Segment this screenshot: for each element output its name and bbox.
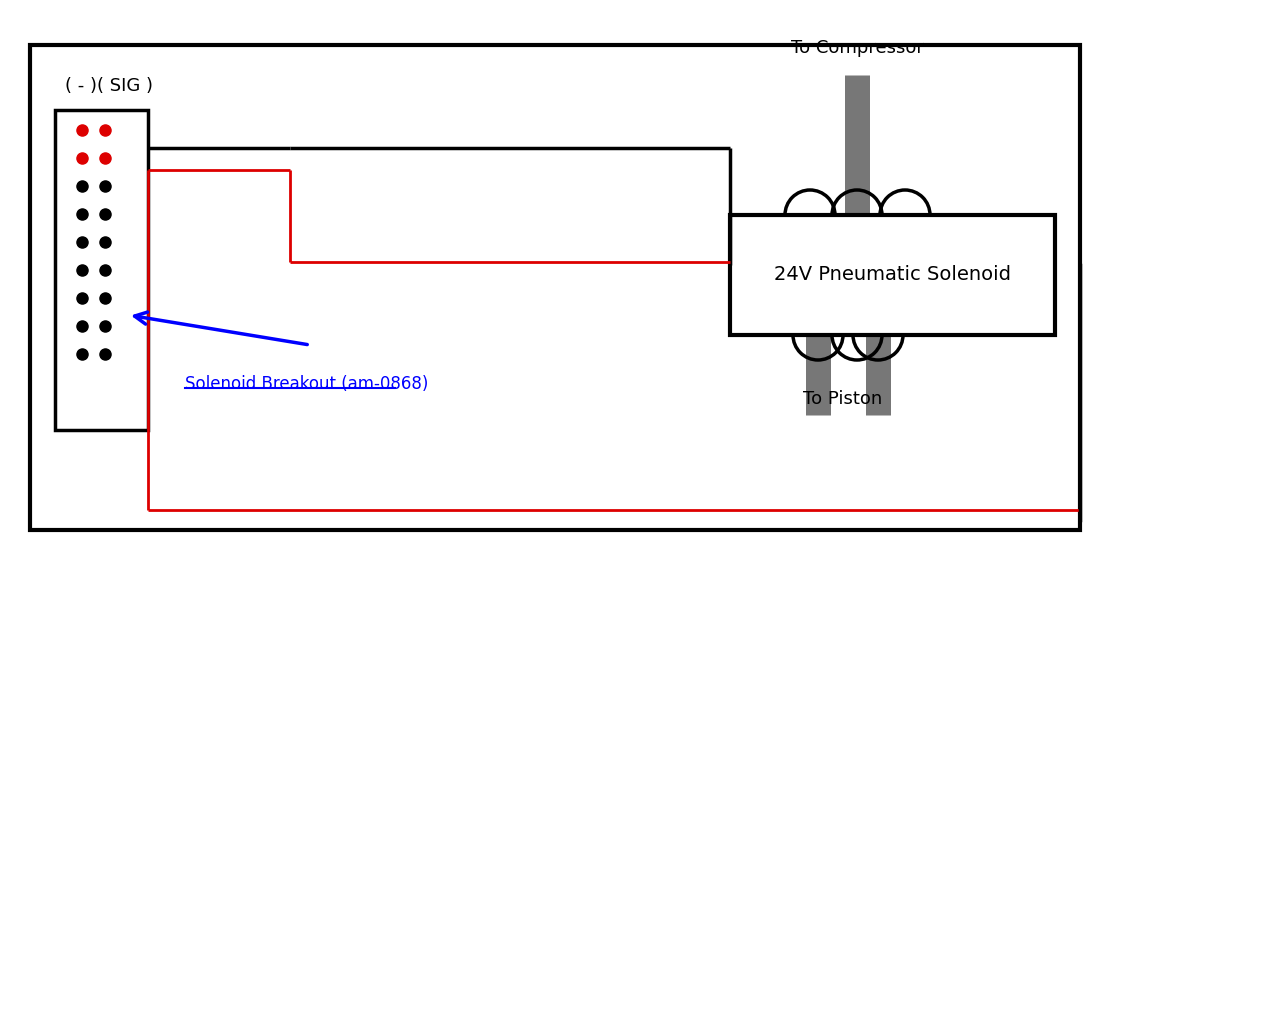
Bar xyxy=(29,45,1080,530)
Text: ( - )( SIG ): ( - )( SIG ) xyxy=(65,77,154,95)
Text: To Piston: To Piston xyxy=(804,390,883,408)
Text: 24V Pneumatic Solenoid: 24V Pneumatic Solenoid xyxy=(773,265,1010,285)
Text: To Compressor: To Compressor xyxy=(791,39,923,57)
Bar xyxy=(730,215,1055,335)
Text: Solenoid Breakout (am-0868): Solenoid Breakout (am-0868) xyxy=(186,375,429,393)
Bar xyxy=(55,110,148,430)
